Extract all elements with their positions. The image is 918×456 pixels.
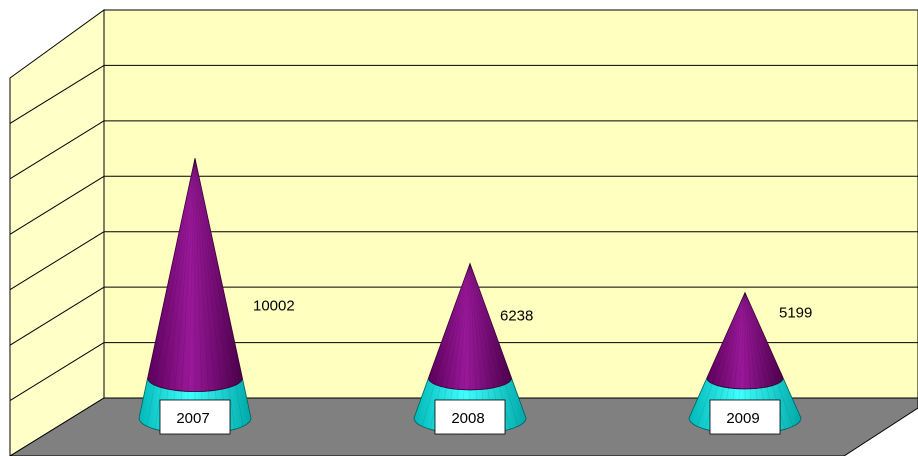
cone-facet <box>194 158 220 433</box>
category-label: 2009 <box>726 410 759 427</box>
cone-top-2007 <box>147 158 243 392</box>
side-gridline <box>9 65 105 124</box>
cone-facet <box>194 158 212 434</box>
side-gridline <box>9 342 105 401</box>
cone-facet <box>154 158 196 430</box>
data-label: 5199 <box>779 305 812 322</box>
cone-facet <box>186 158 196 434</box>
cone-facet <box>146 158 196 427</box>
side-gridline <box>9 120 105 180</box>
category-label: 2008 <box>451 410 484 427</box>
cone-facet <box>744 292 794 427</box>
gridlines <box>9 64 918 401</box>
cone-facet <box>162 158 196 432</box>
cone-2007: 2007 10002 <box>138 158 295 435</box>
side-wall <box>9 9 105 456</box>
cone-top-2008 <box>428 262 512 391</box>
cone-2009: 2009 5199 <box>688 291 812 435</box>
side-gridline <box>9 175 105 235</box>
category-label-box <box>709 399 781 435</box>
cone-facet <box>170 158 196 433</box>
cone-facet <box>194 158 204 434</box>
cone-facet <box>469 263 519 427</box>
cone-facet <box>421 263 471 427</box>
cone-top-2009 <box>706 291 784 390</box>
back-wall <box>103 9 918 399</box>
cone-2008: 2008 6238 <box>413 262 533 435</box>
cone-facet <box>194 158 228 432</box>
cone-facet <box>194 158 236 430</box>
cone-facet <box>696 292 746 427</box>
category-label-box <box>159 399 231 435</box>
side-gridline <box>9 286 105 346</box>
chart-marks: 2007 10002 2008 6238 2009 5199 <box>138 158 812 435</box>
cone-facet <box>194 158 244 427</box>
cone-facet <box>178 158 196 434</box>
category-label: 2007 <box>176 410 209 427</box>
data-label: 10002 <box>253 297 295 314</box>
side-gridline <box>9 231 105 291</box>
category-label-box <box>434 399 506 435</box>
data-label: 6238 <box>500 308 533 325</box>
